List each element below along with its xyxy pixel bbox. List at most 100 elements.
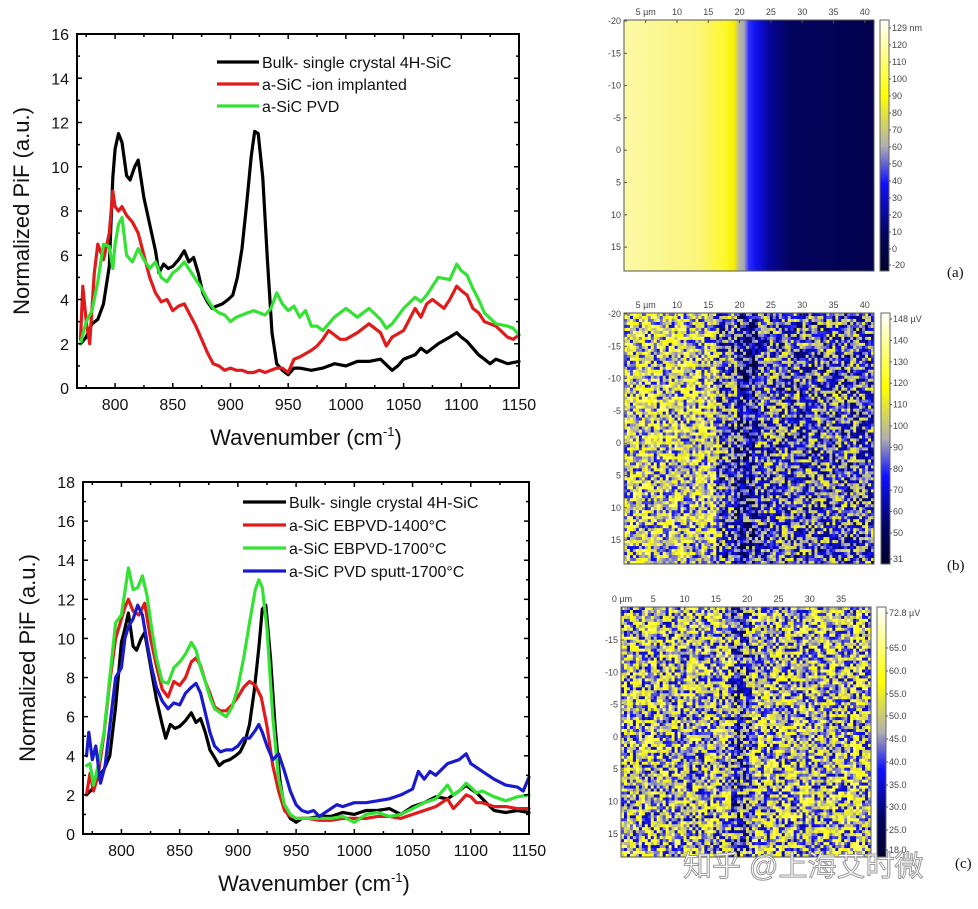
y-tick-label: 10 (51, 160, 69, 177)
y-tick-label: 8 (60, 204, 69, 221)
map-y-tick-label: -10 (608, 374, 621, 384)
series-line-4 (84, 603, 531, 818)
colorbar-tick-label: 60.0 (889, 666, 907, 676)
series-group (84, 566, 531, 824)
map-y-tick-label: 10 (608, 797, 618, 807)
x-axis-label: Wavenumber (cm-1) (210, 424, 402, 450)
map-panel-a: 5 µm 10 15 20 25 30 35 40 -20 -15 -10 -5 0 5 10 15 129 n… (608, 7, 964, 281)
x-tick-label: 900 (217, 397, 244, 414)
y-tick-label: 0 (66, 827, 75, 844)
map-x-tick-label: 5 (651, 594, 656, 604)
colorbar-tick-label: 120 (892, 40, 907, 50)
x-tick-label: 800 (108, 843, 135, 860)
y-tick-label: 0 (60, 381, 69, 398)
colorbar-tick-label: 148 µV (893, 314, 922, 324)
map-y-tick-label: 15 (608, 829, 618, 839)
colorbar-tick-label: 20 (892, 210, 902, 220)
panel-label: (c) (955, 856, 972, 872)
map-y-tick-label: 15 (611, 535, 621, 545)
series-line-3 (84, 566, 531, 824)
colorbar-tick-label: 10 (892, 227, 902, 237)
x-tick-label: 900 (225, 843, 252, 860)
map-x-tick-label: 5 µm (636, 300, 656, 310)
colorbar-tick-label: 40.0 (889, 757, 907, 767)
height-map (624, 20, 874, 271)
x-tick-label: 1000 (328, 397, 364, 414)
colorbar-tick-label: 100 (893, 421, 908, 431)
map-x-axis: 5 µm 10 15 20 25 30 35 40 (636, 7, 870, 23)
map-y-tick-label: 5 (616, 178, 621, 188)
map-x-tick-label: 10 (672, 7, 682, 17)
legend-label: a-SiC EBPVD-1400°C (289, 518, 447, 535)
panel-label: (a) (947, 265, 964, 281)
watermark-text: 知乎 @上海艾时微 (683, 850, 924, 883)
heatmap-image (624, 20, 874, 271)
colorbar-tick-label: 65.0 (889, 643, 907, 653)
y-tick-label: 4 (66, 749, 75, 766)
map-y-tick-label: -5 (613, 113, 621, 123)
colorbar-tick-label: 129 nm (892, 23, 922, 33)
y-axis: 0 2 4 6 8 10 12 14 16 (51, 27, 519, 398)
map-panel-c: 0 µm 5 10 15 20 25 30 35 -15 -10 -5 0 5 10 15 72.8 µV 65… (605, 594, 972, 872)
map-y-tick-label: 5 (613, 764, 618, 774)
x-tick-label: 850 (166, 843, 193, 860)
legend-label: a-SiC PVD (262, 99, 339, 116)
colorbar-tick-label: 80 (892, 108, 902, 118)
map-y-tick-label: 0 (616, 145, 621, 155)
colorbar-tick-label: 50 (893, 528, 903, 538)
y-tick-label: 16 (51, 27, 69, 44)
map-y-tick-label: -5 (610, 700, 618, 710)
x-tick-label: 950 (275, 397, 302, 414)
legend-item: a-SiC PVD sputt-1700°C (243, 564, 464, 581)
x-tick-label: 1000 (337, 843, 373, 860)
map-x-tick-label: 25 (773, 594, 783, 604)
map-x-tick-label: 15 (703, 300, 713, 310)
y-tick-label: 14 (51, 71, 69, 88)
x-tick-label: 1150 (502, 397, 537, 414)
y-tick-label: 14 (57, 553, 75, 570)
colorbar-tick-label: 60 (892, 142, 902, 152)
map-x-tick-label: 35 (836, 594, 846, 604)
series-line-1 (78, 129, 521, 377)
colorbar-tick-label: 25.0 (889, 825, 907, 835)
legend-label: a-SiC EBPVD-1700°C (289, 541, 447, 558)
colorbar-tick-label: 120 (893, 378, 908, 388)
map-x-tick-label: 40 (860, 7, 870, 17)
map-x-tick-label: 20 (735, 300, 745, 310)
x-tick-label: 950 (283, 843, 310, 860)
colorbar: 72.8 µV 65.0 60.0 55.0 50.0 45.0 40.0 35.0 30.0 2… (876, 606, 920, 858)
legend-item: Bulk- single crystal 4H-SiC (243, 495, 478, 512)
y-tick-label: 4 (60, 293, 69, 310)
colorbar-gradient (880, 312, 891, 565)
map-x-tick-label: 20 (742, 594, 752, 604)
colorbar-tick-label: 50.0 (889, 711, 907, 721)
map-y-tick-label: -10 (608, 81, 621, 91)
y-tick-label: 16 (57, 514, 75, 531)
colorbar-tick-label: 70 (893, 485, 903, 495)
legend-label: Bulk- single crystal 4H-SiC (262, 55, 451, 72)
legend-item: Bulk- single crystal 4H-SiC (217, 55, 451, 72)
colorbar-tick-label: 90 (893, 442, 903, 452)
y-axis-label: Normalized PiF (a.u.) (15, 554, 40, 762)
map-y-tick-label: 5 (616, 471, 621, 481)
x-tick-label: 1150 (512, 843, 547, 860)
colorbar-tick-label: 130 (893, 357, 908, 367)
map-y-axis: -20 -15 -10 -5 0 5 10 15 (608, 309, 627, 545)
map-y-tick-label: -20 (608, 309, 621, 319)
y-tick-label: 12 (51, 116, 69, 133)
map-x-axis: 0 µm 5 10 15 20 25 30 35 (612, 594, 846, 610)
map-frame (623, 312, 875, 565)
map-y-axis: -20 -15 -10 -5 0 5 10 15 (608, 16, 627, 252)
map-x-tick-label: 0 µm (612, 594, 632, 604)
colorbar-tick-label: 110 (892, 57, 906, 67)
colorbar-tick-label: 45.0 (889, 734, 907, 744)
colorbar-tick-label: -20 (892, 260, 905, 270)
colorbar-gradient (876, 606, 887, 858)
map-y-tick-label: -20 (608, 16, 621, 26)
colorbar: 148 µV 140 130 120 110 100 90 80 70 60 50 31 (880, 312, 922, 565)
map-x-tick-label: 30 (797, 300, 807, 310)
colorbar-tick-label: 80 (893, 464, 903, 474)
colorbar-tick-label: 110 (893, 400, 907, 410)
map-x-axis: 5 µm 10 15 20 25 30 35 40 (636, 300, 870, 316)
